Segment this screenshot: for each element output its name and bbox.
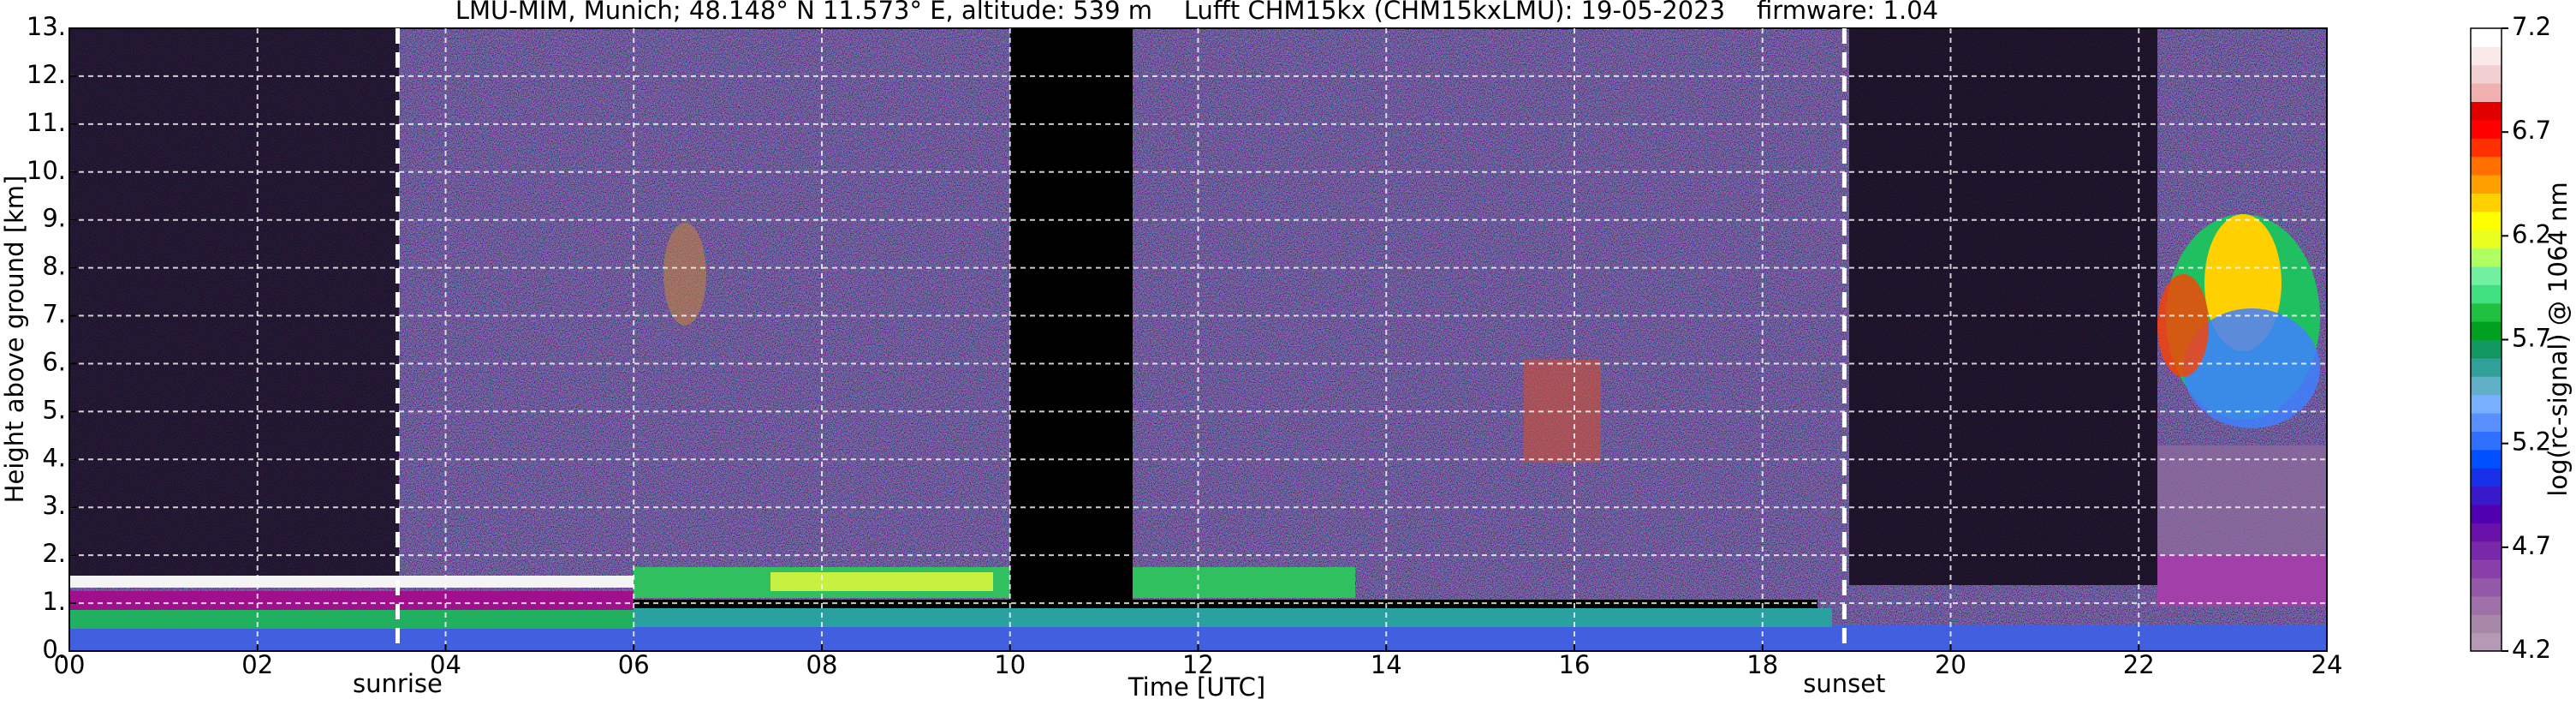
y-tick-label: 2.	[42, 539, 66, 568]
colorbar-segment	[2471, 357, 2502, 377]
dark-region	[69, 28, 399, 585]
x-tick-label: 08	[806, 650, 838, 679]
x-tick-label: 14	[1371, 650, 1402, 679]
colorbar-tick-label: 4.2	[2512, 635, 2551, 664]
colorbar-segment	[2471, 175, 2502, 194]
x-tick-label: 20	[1935, 650, 1966, 679]
y-tick-label: 9.	[42, 204, 66, 233]
annotation-label: sunset	[1803, 669, 1885, 698]
colorbar-segment	[2471, 577, 2502, 597]
x-tick-label: 16	[1559, 650, 1591, 679]
annotation-label: sunrise	[353, 669, 443, 698]
colorbar-segment	[2471, 230, 2502, 249]
colorbar-label: log(rc-signal) @ 1064 nm	[2543, 182, 2573, 496]
y-tick-label: 5.	[42, 395, 66, 424]
y-tick-label: 6.	[42, 347, 66, 376]
y-tick-label: 12.	[27, 60, 66, 89]
colorbar-segment	[2471, 119, 2502, 139]
colorbar-segment	[2471, 46, 2502, 66]
colorbar-segment	[2471, 321, 2502, 340]
dark-region	[1849, 28, 2157, 585]
layer	[770, 572, 993, 591]
y-tick-label: 3.	[42, 491, 66, 520]
colorbar-segment	[2471, 64, 2502, 84]
colorbar-tick-label: 6.7	[2512, 116, 2551, 145]
colorbar-segment	[2471, 266, 2502, 285]
colorbar-segment	[2471, 486, 2502, 505]
colorbar-segment	[2471, 302, 2502, 322]
cloud	[663, 223, 706, 326]
colorbar-segment	[2471, 394, 2502, 414]
colorbar-tick-label: 6.2	[2512, 219, 2551, 248]
y-tick-label: 11.	[27, 108, 66, 137]
colorbar-segment	[2471, 468, 2502, 487]
x-tick-label: 18	[1746, 650, 1778, 679]
layer	[69, 576, 634, 588]
x-tick-label: 06	[618, 650, 650, 679]
y-tick-label: 7.	[42, 300, 66, 329]
colorbar-segment	[2471, 101, 2502, 121]
colorbar-segment	[2471, 28, 2502, 47]
x-tick-label: 24	[2311, 650, 2343, 679]
colorbar-segment	[2471, 413, 2502, 432]
colorbar-tick-label: 7.2	[2512, 12, 2551, 41]
x-tick-label: 12	[1182, 650, 1214, 679]
colorbar-segment	[2471, 431, 2502, 451]
y-tick-label: 4.	[42, 443, 66, 472]
colorbar-segment	[2471, 248, 2502, 267]
layer	[1133, 567, 1355, 598]
colorbar-tick-label: 5.2	[2512, 427, 2551, 457]
colorbar-segment	[2471, 541, 2502, 560]
colorbar-segment	[2471, 156, 2502, 176]
x-tick-label: 10	[994, 650, 1026, 679]
x-tick-label: 02	[241, 650, 273, 679]
colorbar-segment	[2471, 559, 2502, 578]
y-axis-label: Height above ground [km]	[0, 176, 29, 504]
colorbar-segment	[2471, 632, 2502, 652]
colorbar-segment	[2471, 138, 2502, 158]
cloud	[2183, 308, 2320, 428]
colorbar-segment	[2471, 339, 2502, 359]
colorbar-segment	[2471, 284, 2502, 304]
colorbar-tick-label: 5.7	[2512, 324, 2551, 353]
x-tick-label: 00	[54, 650, 86, 679]
x-tick-label: 04	[430, 650, 461, 679]
y-tick-label: 8.	[42, 252, 66, 281]
no-data	[1010, 28, 1133, 651]
colorbar-segment	[2471, 504, 2502, 523]
x-tick-label: 22	[2123, 650, 2155, 679]
layer	[2157, 555, 2327, 606]
colorbar-tick-label: 4.7	[2512, 531, 2551, 560]
colorbar-segment	[2471, 595, 2502, 615]
colorbar-segment	[2471, 614, 2502, 634]
colorbar-segment	[2471, 193, 2502, 212]
x-axis-label: Time [UTC]	[1127, 672, 1265, 702]
chart-title: LMU-MIM, Munich; 48.148° N 11.573° E, al…	[455, 0, 1938, 25]
colorbar-segment	[2471, 449, 2502, 469]
colorbar-segment	[2471, 83, 2502, 103]
cloud	[2157, 274, 2209, 377]
colorbar-segment	[2471, 376, 2502, 396]
layer	[2157, 445, 2327, 555]
colorbar-segment	[2471, 211, 2502, 230]
y-tick-label: 0.	[42, 635, 66, 664]
y-tick-label: 1.	[42, 587, 66, 616]
y-tick-label: 10.	[27, 156, 66, 185]
layer	[634, 608, 1832, 627]
colorbar-segment	[2471, 523, 2502, 542]
y-tick-label: 13.	[27, 12, 66, 41]
layer	[69, 610, 634, 629]
